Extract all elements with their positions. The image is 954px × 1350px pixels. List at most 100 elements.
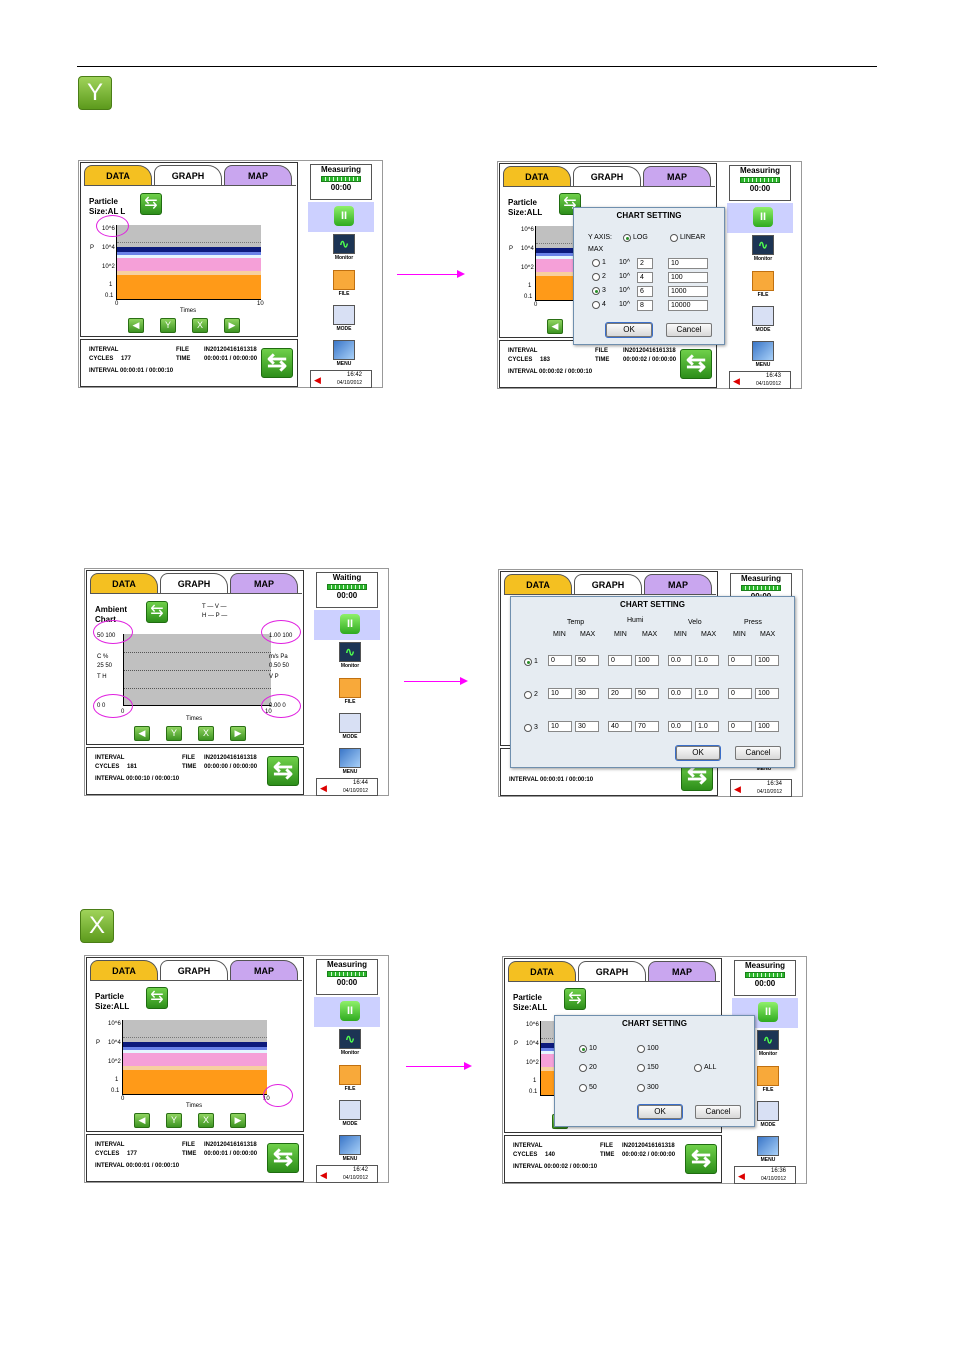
press-max-field[interactable]: 100 [755, 655, 779, 666]
temp-min-field[interactable]: 0 [548, 655, 572, 666]
ok-button[interactable]: OK [675, 745, 721, 761]
humi-min-field[interactable]: 40 [608, 721, 632, 732]
max-value-field[interactable]: 1000 [668, 286, 708, 297]
y-axis-button[interactable]: Y [166, 726, 182, 741]
tab-map[interactable]: MAP [644, 574, 712, 594]
menu-button[interactable]: MENU [750, 766, 778, 772]
mode-button[interactable]: MODE [330, 305, 358, 332]
mode-button[interactable]: MODE [754, 1101, 782, 1128]
max-value-field[interactable]: 100 [668, 272, 708, 283]
sound-icon[interactable]: ◀ [320, 1170, 327, 1180]
pause-button[interactable]: II [334, 206, 354, 226]
cancel-button[interactable]: Cancel [735, 746, 781, 760]
file-button[interactable]: FILE [330, 270, 358, 297]
tab-graph[interactable]: GRAPH [160, 573, 228, 593]
tab-map[interactable]: MAP [230, 960, 298, 980]
switch-chart-button[interactable] [146, 987, 168, 1009]
tab-graph[interactable]: GRAPH [160, 960, 228, 980]
pause-button[interactable]: II [753, 207, 773, 227]
range-radio-1[interactable] [592, 259, 600, 267]
range-radio-3[interactable] [592, 287, 600, 295]
velo-max-field[interactable]: 1.0 [695, 655, 719, 666]
max-value-field[interactable]: 10 [668, 258, 708, 269]
tab-map[interactable]: MAP [643, 166, 711, 186]
pause-button[interactable]: II [340, 1001, 360, 1021]
temp-min-field[interactable]: 10 [548, 721, 572, 732]
tab-data[interactable]: DATA [90, 573, 158, 593]
log-radio[interactable] [623, 234, 631, 242]
monitor-button[interactable]: ∿ Monitor [336, 642, 364, 669]
next-button[interactable] [680, 349, 712, 379]
file-button[interactable]: FILE [336, 1065, 364, 1092]
switch-chart-button[interactable] [146, 601, 168, 623]
tab-graph[interactable]: GRAPH [574, 574, 642, 594]
press-min-field[interactable]: 0 [728, 721, 752, 732]
scroll-left-button[interactable]: ◀ [547, 319, 563, 334]
tab-map[interactable]: MAP [230, 573, 298, 593]
menu-button[interactable]: MENU [754, 1136, 782, 1163]
ok-button[interactable]: OK [605, 322, 653, 338]
x-axis-button[interactable]: X [198, 1113, 214, 1128]
file-button[interactable]: FILE [754, 1066, 782, 1093]
range-radio-50[interactable] [579, 1084, 587, 1092]
tab-map[interactable]: MAP [224, 165, 292, 185]
range-radio-100[interactable] [637, 1045, 645, 1053]
range-radio-150[interactable] [637, 1064, 645, 1072]
humi-max-field[interactable]: 70 [635, 721, 659, 732]
file-button[interactable]: FILE [336, 678, 364, 705]
cancel-button[interactable]: Cancel [666, 323, 712, 337]
preset-radio-2[interactable] [524, 691, 532, 699]
tab-graph[interactable]: GRAPH [573, 166, 641, 186]
menu-button[interactable]: MENU [336, 1135, 364, 1162]
temp-max-field[interactable]: 50 [575, 655, 599, 666]
tab-data[interactable]: DATA [84, 165, 152, 185]
file-button[interactable]: FILE [749, 271, 777, 298]
next-button[interactable] [267, 756, 299, 786]
sound-icon[interactable]: ◀ [314, 375, 321, 385]
tab-data[interactable]: DATA [503, 166, 571, 186]
preset-radio-3[interactable] [524, 724, 532, 732]
velo-min-field[interactable]: 0.0 [668, 721, 692, 732]
exponent-field[interactable]: 4 [637, 272, 653, 283]
tab-data[interactable]: DATA [90, 960, 158, 980]
velo-max-field[interactable]: 1.0 [695, 688, 719, 699]
humi-max-field[interactable]: 50 [635, 688, 659, 699]
range-radio-2[interactable] [592, 273, 600, 281]
ok-button[interactable]: OK [637, 1104, 683, 1120]
next-button[interactable] [685, 1144, 717, 1174]
max-value-field[interactable]: 10000 [668, 300, 708, 311]
tab-graph[interactable]: GRAPH [578, 961, 646, 981]
range-radio-all[interactable] [694, 1064, 702, 1072]
sound-icon[interactable]: ◀ [738, 1171, 745, 1181]
temp-min-field[interactable]: 10 [548, 688, 572, 699]
pause-button[interactable]: II [758, 1002, 778, 1022]
monitor-button[interactable]: ∿ Monitor [749, 235, 777, 262]
pause-button[interactable]: II [340, 614, 360, 634]
humi-max-field[interactable]: 100 [635, 655, 659, 666]
scroll-right-button[interactable]: ▶ [224, 318, 240, 333]
scroll-left-button[interactable]: ◀ [128, 318, 144, 333]
tab-data[interactable]: DATA [504, 574, 572, 594]
press-max-field[interactable]: 100 [755, 721, 779, 732]
exponent-field[interactable]: 6 [637, 286, 653, 297]
preset-radio-1[interactable] [524, 658, 532, 666]
mode-button[interactable]: MODE [336, 1100, 364, 1127]
menu-button[interactable]: MENU [336, 748, 364, 775]
press-min-field[interactable]: 0 [728, 688, 752, 699]
exponent-field[interactable]: 2 [637, 258, 653, 269]
scroll-left-button[interactable]: ◀ [134, 1113, 150, 1128]
switch-chart-button[interactable] [140, 193, 162, 215]
mode-button[interactable]: MODE [336, 713, 364, 740]
exponent-field[interactable]: 8 [637, 300, 653, 311]
next-button[interactable] [267, 1143, 299, 1173]
tab-map[interactable]: MAP [648, 961, 716, 981]
monitor-button[interactable]: ∿ Monitor [330, 234, 358, 261]
switch-chart-button[interactable] [564, 988, 586, 1010]
sound-icon[interactable]: ◀ [733, 376, 740, 386]
sound-icon[interactable]: ◀ [734, 784, 741, 794]
sound-icon[interactable]: ◀ [320, 783, 327, 793]
humi-min-field[interactable]: 0 [608, 655, 632, 666]
next-button[interactable] [261, 348, 293, 378]
press-min-field[interactable]: 0 [728, 655, 752, 666]
scroll-left-button[interactable]: ◀ [134, 726, 150, 741]
